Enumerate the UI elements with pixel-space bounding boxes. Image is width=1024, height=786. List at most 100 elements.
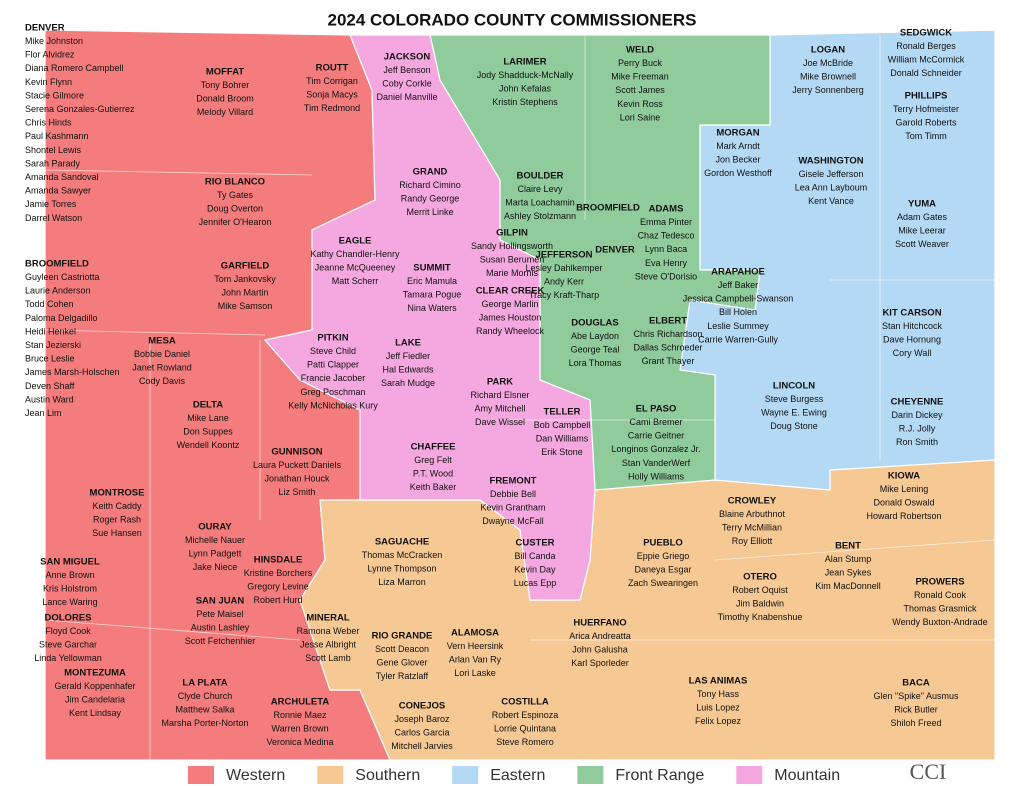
commissioner: Cory Wall xyxy=(893,348,932,358)
commissioner: Nina Waters xyxy=(407,303,457,313)
county-name: BOULDER xyxy=(517,171,564,182)
commissioner: Sarah Parady xyxy=(25,158,81,168)
commissioner: William McCormick xyxy=(888,55,965,65)
commissioner: Timothy Knabenshue xyxy=(718,612,803,622)
county-name: LAS ANIMAS xyxy=(689,676,748,687)
commissioner: Richard Cimino xyxy=(399,180,461,190)
county-name: EL PASO xyxy=(636,404,677,415)
county-name: DOUGLAS xyxy=(571,318,619,329)
commissioner: John Galusha xyxy=(572,645,628,655)
legend-label: Southern xyxy=(355,767,420,784)
commissioner: Donald Oswald xyxy=(873,498,934,508)
county-name: COSTILLA xyxy=(501,697,549,708)
county-name: SAN JUAN xyxy=(196,596,245,607)
county-name: ARCHULETA xyxy=(271,697,330,708)
commissioner: Janet Rowland xyxy=(132,363,192,373)
commissioner: Sue Hansen xyxy=(92,528,142,538)
legend-swatch xyxy=(452,766,479,784)
commissioner: Mike Johnston xyxy=(25,36,83,46)
commissioner: Mike Leerar xyxy=(898,226,946,236)
county-name: LARIMER xyxy=(503,57,546,68)
commissioner: Stacie Gilmore xyxy=(25,90,84,100)
commissioner: Lucas Epp xyxy=(514,578,557,588)
commissioner: Greg Felt xyxy=(414,455,452,465)
commissioner: Terry Hofmeister xyxy=(893,104,959,114)
commissioner: Kim MacDonnell xyxy=(815,581,881,591)
county-name: MOFFAT xyxy=(206,67,245,78)
commissioner: Scott Lamb xyxy=(305,653,351,663)
commissioner: Kelly McNicholas Kury xyxy=(288,400,378,410)
commissioner: Gerald Koppenhafer xyxy=(54,681,135,691)
commissioner: Rick Butler xyxy=(894,705,938,715)
commissioner: Serena Gonzales-Gutierrez xyxy=(25,104,135,114)
boundary xyxy=(714,539,996,561)
county-name: JACKSON xyxy=(384,52,431,63)
commissioner: George Marlin xyxy=(481,299,538,309)
commissioner: Blaine Arbuthnot xyxy=(719,509,786,519)
commissioner: Kristine Borchers xyxy=(244,568,313,578)
commissioner: Carrie Warren-Gully xyxy=(698,334,778,344)
commissioner: Ronald Berges xyxy=(896,41,956,51)
commissioner: Hal Edwards xyxy=(382,365,434,375)
commissioner: Coby Corkle xyxy=(382,79,432,89)
commissioner: Todd Cohen xyxy=(25,299,74,309)
county-name: GRAND xyxy=(413,167,448,178)
commissioner: Sandy Hollingsworth xyxy=(471,241,553,251)
county-name: RIO GRANDE xyxy=(372,631,433,642)
county-name: DOLORES xyxy=(45,613,92,624)
commissioner: Shiloh Freed xyxy=(890,718,941,728)
commissioner: Gisele Jefferson xyxy=(799,169,864,179)
commissioner: Matthew Salka xyxy=(175,705,234,715)
commissioner: Laurie Anderson xyxy=(25,286,91,296)
commissioner: Tamara Pogue xyxy=(403,290,462,300)
legend-label: Mountain xyxy=(774,767,840,784)
commissioner: Donald Schneider xyxy=(890,68,962,78)
commissioner: Thomas Grasmick xyxy=(903,604,977,614)
county-name: KIOWA xyxy=(888,471,920,482)
map-title: 2024 COLORADO COUNTY COMMISSIONERS xyxy=(327,10,696,29)
commissioner: Bruce Leslie xyxy=(25,354,75,364)
commissioner: Deven Shaff xyxy=(25,381,75,391)
commissioner: Veronica Medina xyxy=(266,737,333,747)
county-name: GUNNISON xyxy=(271,447,322,458)
commissioner: Ashley Stolzmann xyxy=(504,211,576,221)
commissioner: Mike Lane xyxy=(187,413,229,423)
commissioner: Luis Lopez xyxy=(696,703,740,713)
commissioner: Jody Shadduck-McNally xyxy=(477,70,574,80)
commissioner: Linda Yellowman xyxy=(34,653,102,663)
commissioner: Claire Levy xyxy=(517,184,563,194)
commissioner: Jim Candelaria xyxy=(65,695,125,705)
legend-swatch xyxy=(577,766,604,784)
commissioner: Jim Baldwin xyxy=(736,599,784,609)
boundary xyxy=(44,329,266,336)
commissioner: Melody Villard xyxy=(197,107,253,117)
commissioner: Wendy Buxton-Andrade xyxy=(892,617,987,627)
county-name: HUERFANO xyxy=(573,618,626,629)
commissioner: Steve Burgess xyxy=(765,394,824,404)
commissioner: Lorrie Quintana xyxy=(494,724,556,734)
county-name: DENVER xyxy=(595,245,635,256)
county-name: RIO BLANCO xyxy=(205,177,265,188)
county-name: BROOMFIELD xyxy=(576,203,640,214)
county-name: BACA xyxy=(902,678,930,689)
county-name: PUEBLO xyxy=(643,538,683,549)
commissioner: Dave Wissel xyxy=(475,417,525,427)
commissioner: Kent Vance xyxy=(808,196,854,206)
boundary xyxy=(44,169,313,176)
county-name: BENT xyxy=(835,541,861,552)
commissioner: Robert Hurd xyxy=(253,595,302,605)
commissioner: Lora Thomas xyxy=(569,358,622,368)
commissioner: Amanda Sawyer xyxy=(25,186,91,196)
county-name: PITKIN xyxy=(317,333,348,344)
county-name: HINSDALE xyxy=(254,555,303,566)
commissioner: Kevin Ross xyxy=(617,99,663,109)
commissioner: Lance Waring xyxy=(42,597,97,607)
commissioner: Anne Brown xyxy=(45,570,94,580)
commissioner: Jerry Sonnenberg xyxy=(792,85,864,95)
commissioner: Paul Kashmann xyxy=(25,131,89,141)
commissioner: Felix Lopez xyxy=(695,716,742,726)
county-name: ARAPAHOE xyxy=(711,267,765,278)
commissioner: Sarah Mudge xyxy=(381,378,435,388)
commissioner: Keith Baker xyxy=(410,482,457,492)
commissioner: Debbie Bell xyxy=(490,489,536,499)
